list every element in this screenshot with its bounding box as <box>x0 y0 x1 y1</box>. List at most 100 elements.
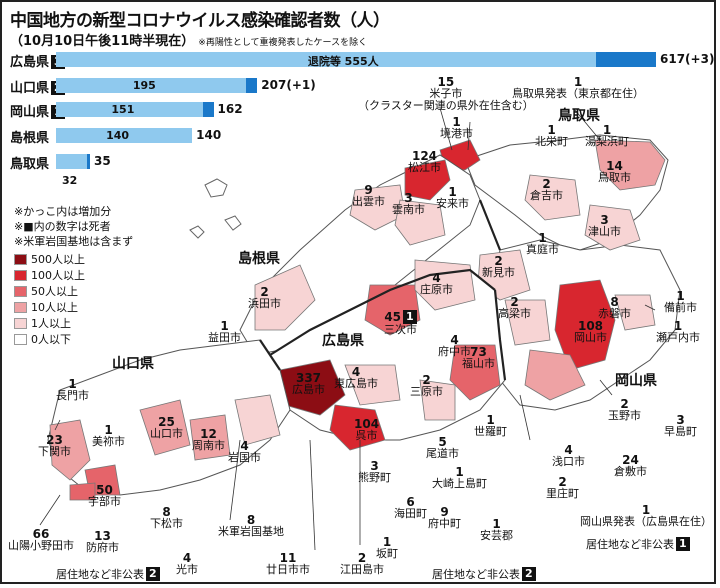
pref-border-2 <box>493 289 507 381</box>
bar-total-value: 35 <box>94 154 111 168</box>
area-kurashiki <box>524 349 586 401</box>
place-name: 周南市 <box>192 439 225 452</box>
place-fuchu-town: 9 府中町 <box>428 506 461 530</box>
place-name: 呉市 <box>355 429 378 442</box>
place-name: 東広島市 <box>334 377 378 390</box>
place-count: 13 <box>94 529 111 543</box>
legend-1: 1人以上 <box>14 315 85 331</box>
place-count: 24 <box>622 453 639 467</box>
place-name: 岩国市 <box>228 451 261 464</box>
area-akaiwa <box>614 294 656 331</box>
place-count: 14 <box>606 159 623 173</box>
place-count: 4 <box>240 439 249 453</box>
legend-10: 10人以上 <box>14 299 85 315</box>
place-name: 北栄町 <box>535 135 568 148</box>
place-name: 米軍岩国基地 <box>218 525 284 538</box>
place-count: 1 <box>220 319 229 333</box>
place-count: 3 <box>600 213 609 227</box>
area-shobara <box>414 259 476 311</box>
bar-pref-name: 島根県 <box>10 131 50 146</box>
place-takahashi: 2 高梁市 <box>498 296 531 320</box>
place-name: 世羅町 <box>474 425 507 438</box>
bar-inner-value: 195 <box>132 79 156 92</box>
unknown-okayama: 居住地など非公表 1 <box>586 536 690 552</box>
area-shimonoseki <box>49 419 91 481</box>
note-deaths: ※■内の数字は死者 <box>14 220 111 233</box>
place-count: 3 <box>676 413 685 427</box>
place-kaita: 6 海田町 <box>394 496 427 520</box>
place-count: 108 <box>577 319 604 333</box>
place-shunan: 12 周南市 <box>192 428 225 452</box>
place-count: 50 <box>96 483 113 497</box>
place-onomichi: 5 尾道市 <box>426 436 459 460</box>
place-hatsukaichi: 11 廿日市市 <box>266 552 310 576</box>
bar-total-value: 162 <box>217 102 243 116</box>
place-death-count: 1 <box>403 310 417 324</box>
place-name: 下松市 <box>150 517 183 530</box>
place-name: 倉吉市 <box>530 189 563 202</box>
place-masuda: 1 益田市 <box>208 320 241 344</box>
place-tsuyama: 3 津山市 <box>588 214 621 238</box>
place-count: 1 <box>547 123 556 137</box>
place-akaiwa: 8 赤磐市 <box>598 296 631 320</box>
area-iwakuni <box>234 394 281 446</box>
area-shunan <box>189 414 231 461</box>
place-name: 福山市 <box>462 357 495 370</box>
place-name: 海田町 <box>394 507 427 520</box>
area-matsue <box>404 159 451 201</box>
place-hiroshima-city: 337 広島市 <box>292 372 325 396</box>
bar-recovered <box>56 128 193 143</box>
place-name: 広島市 <box>292 383 325 396</box>
bar-pref-name: 鳥取県 <box>10 157 50 172</box>
place-name: 松江市 <box>408 161 441 174</box>
place-matsue: 124 松江市 <box>408 150 441 174</box>
subtitle-note: ※再陽性として重複発表したケースを除く <box>198 38 368 48</box>
place-sanyoonoda: 66 山陽小野田市 <box>8 528 74 552</box>
place-count: 2 <box>510 295 519 309</box>
place-count: 9 <box>364 183 373 197</box>
area-fukuyama <box>449 344 501 401</box>
place-name: 府中町 <box>428 517 461 530</box>
area-tottori-city <box>594 139 666 191</box>
place-count: 3 <box>370 459 379 473</box>
place-name: 山陽小野田市 <box>8 539 74 552</box>
place-hamada: 2 浜田市 <box>248 286 281 310</box>
pref-border-4 <box>259 339 281 371</box>
place-name: 新見市 <box>482 266 515 279</box>
place-shobara: 4 庄原市 <box>420 272 453 296</box>
place-count: 11 <box>279 551 297 565</box>
place-ube: 50 宇部市 <box>88 484 121 508</box>
place-name: 長門市 <box>56 389 89 402</box>
place-osakikamijima: 1 大崎上島町 <box>432 466 487 490</box>
place-iwakuni-base: 8 米軍岩国基地 <box>218 514 284 538</box>
place-count: 1 <box>486 413 495 427</box>
place-count: 1 <box>641 503 651 517</box>
place-hokuei: 1 北栄町 <box>535 124 568 148</box>
place-tottori-tokyo: 1 鳥取県発表（東京都在住） <box>512 76 644 100</box>
place-kumano: 3 熊野町 <box>358 460 391 484</box>
place-iwakuni: 4 岩国市 <box>228 440 261 464</box>
place-yasugi: 1 安来市 <box>436 186 469 210</box>
oki-islands <box>189 178 242 239</box>
pref-label-shimane: 島根県 <box>238 251 280 267</box>
page-title: 中国地方の新型コロナウイルス感染確認者数（人） <box>10 11 390 31</box>
place-saka: 1 坂町 <box>376 536 398 560</box>
place-name: 大崎上島町 <box>432 477 487 490</box>
place-kurayoshi: 2 倉吉市 <box>530 178 563 202</box>
place-count: 8 <box>162 505 171 519</box>
place-name: 津山市 <box>588 225 621 238</box>
bar-total-value: 140 <box>196 128 222 142</box>
place-count: 5 <box>438 435 447 449</box>
place-sakaiminato: 1 境港市 <box>440 116 473 140</box>
place-name: 倉敷市 <box>614 465 647 478</box>
place-count: 4 <box>564 443 573 457</box>
bar-total-value: 207(+1) <box>261 78 316 92</box>
place-name: 三次市 <box>384 323 417 336</box>
place-count: 3 <box>404 191 413 205</box>
place-name: 美祢市 <box>92 435 125 448</box>
place-asakuchi: 4 浅口市 <box>552 444 585 468</box>
place-name: 江田島市 <box>340 563 384 576</box>
bar-recovered <box>56 52 596 67</box>
